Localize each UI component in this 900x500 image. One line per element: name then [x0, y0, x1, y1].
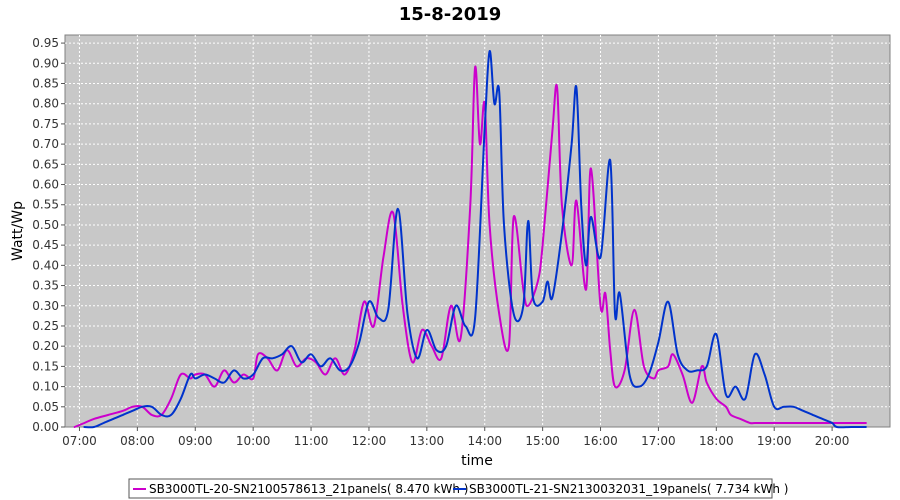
y-axis: 0.00 0.05 0.10 0.15 0.20 0.25 0.30 0.35 0.40 0.45… [32, 36, 65, 434]
legend: SB3000TL-20-SN2100578613_21panels( 8.470… [128, 478, 788, 499]
y-tick-label: 0.55 [32, 198, 59, 212]
x-tick-label: 11:00 [294, 434, 329, 448]
x-tick-label: 15:00 [525, 434, 560, 448]
y-tick-label: 0.15 [32, 359, 59, 373]
legend-label-2: SB3000TL-21-SN2130032031_19panels( 7.734… [469, 482, 788, 496]
y-tick-label: 0.45 [32, 238, 59, 252]
series-line-1 [73, 65, 867, 428]
x-tick-label: 16:00 [583, 434, 618, 448]
y-tick-label: 0.05 [32, 400, 59, 414]
x-tick-label: 07:00 [62, 434, 97, 448]
y-axis-label: Watt/Wp [10, 201, 26, 261]
y-tick-label: 0.35 [32, 279, 59, 293]
x-tick-label: 18:00 [699, 434, 734, 448]
y-tick-label: 0.70 [32, 137, 59, 151]
x-tick-label: 17:00 [641, 434, 676, 448]
y-tick-label: 0.85 [32, 76, 59, 90]
y-tick-label: 0.50 [32, 218, 59, 232]
grid-lines [65, 35, 890, 427]
plot-area [64, 34, 891, 429]
y-tick-label: 0.95 [32, 36, 59, 50]
legend-label-1: SB3000TL-20-SN2100578613_21panels( 8.470… [149, 482, 468, 496]
y-tick-label: 0.00 [32, 420, 59, 434]
y-tick-label: 0.65 [32, 157, 59, 171]
series-layer [73, 50, 867, 429]
x-axis: 07:00 08:00 09:00 10:00 11:00 12:00 13:00 14:00… [62, 427, 849, 448]
y-tick-label: 0.40 [32, 258, 59, 272]
x-tick-label: 08:00 [120, 434, 155, 448]
y-tick-label: 0.10 [32, 380, 59, 394]
x-tick-label: 14:00 [467, 434, 502, 448]
y-tick-label: 0.60 [32, 178, 59, 192]
legend-box [128, 478, 773, 499]
chart-title: 15-8-2019 [399, 4, 502, 25]
x-tick-label: 19:00 [757, 434, 792, 448]
y-tick-label: 0.30 [32, 299, 59, 313]
x-axis-label: time [461, 453, 493, 469]
x-tick-label: 10:00 [236, 434, 271, 448]
y-tick-label: 0.75 [32, 117, 59, 131]
x-tick-label: 20:00 [815, 434, 850, 448]
x-tick-label: 12:00 [352, 434, 387, 448]
y-tick-label: 0.80 [32, 97, 59, 111]
series-line-2 [83, 50, 867, 429]
y-tick-label: 0.25 [32, 319, 59, 333]
y-tick-label: 0.90 [32, 56, 59, 70]
x-tick-label: 13:00 [410, 434, 445, 448]
x-tick-label: 09:00 [178, 434, 213, 448]
y-tick-label: 0.20 [32, 339, 59, 353]
